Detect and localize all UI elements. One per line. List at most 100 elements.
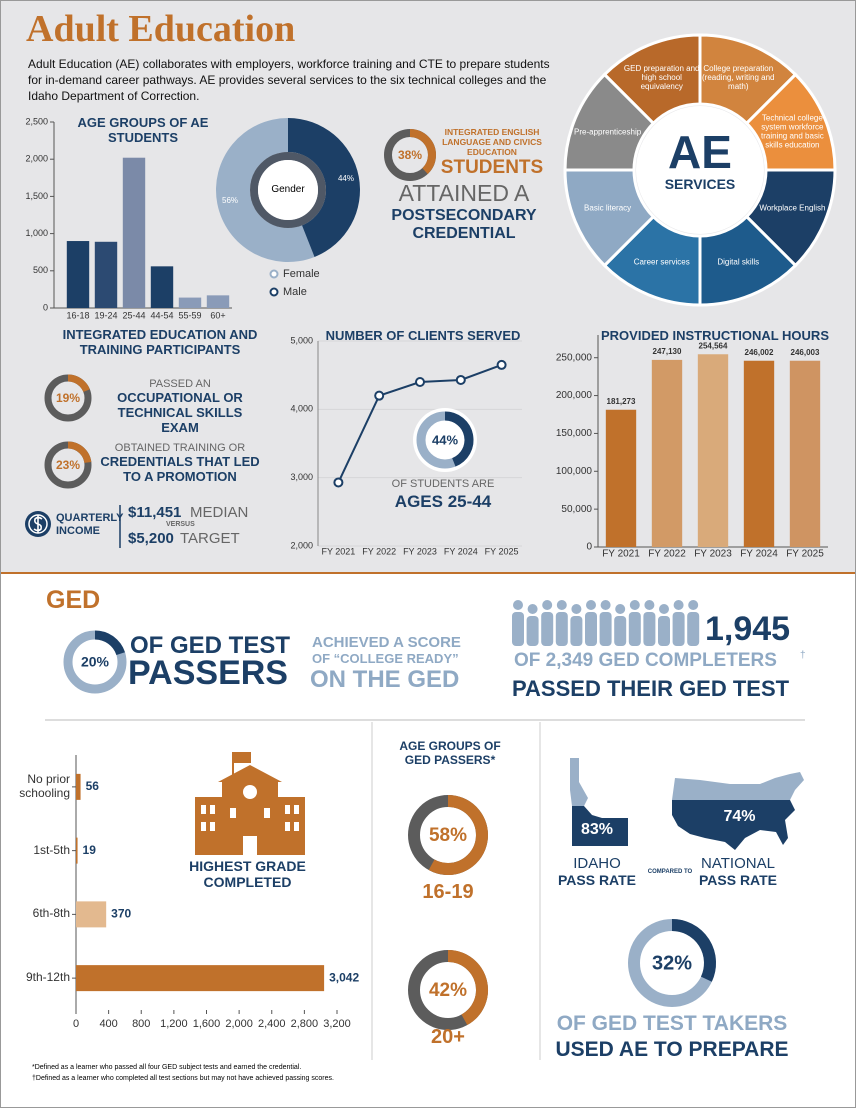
person-icon — [614, 616, 627, 646]
x-tick-label: 2,800 — [291, 1018, 319, 1030]
x-tick-label: 800 — [132, 1018, 150, 1030]
caption: PASS RATE — [698, 872, 778, 888]
ring-label: 23% — [56, 458, 80, 472]
legend-marker — [269, 269, 279, 279]
x-tick-label: 1,600 — [193, 1018, 221, 1030]
person-icon — [672, 612, 685, 646]
person-icon — [555, 612, 568, 646]
wheel-subtitle: SERVICES — [664, 176, 736, 192]
y-tick-label: 1st-5th — [33, 842, 70, 857]
x-tick-label: FY 2022 — [648, 549, 686, 560]
y-tick-label: 150,000 — [556, 428, 593, 439]
point — [455, 374, 466, 385]
y-tick-label: No prior schooling — [19, 772, 70, 800]
chart-title: AGE GROUPS OF GED PASSERS* — [399, 739, 501, 767]
point — [415, 377, 425, 387]
ring-arc — [67, 374, 90, 393]
ring-label: 32% — [652, 952, 692, 974]
value-label: 19 — [83, 843, 97, 857]
y-tick-label: 50,000 — [561, 504, 592, 515]
map-value: 74% — [723, 808, 756, 825]
y-tick-label: 200,000 — [556, 390, 593, 401]
ring-label: 19% — [56, 391, 80, 405]
income-label: VERSUS — [166, 521, 195, 528]
ring-label: 38% — [398, 148, 422, 162]
ring-label: 58% — [429, 825, 467, 846]
y-tick-label: 1,500 — [25, 191, 48, 201]
pie-slice — [215, 118, 315, 262]
x-tick-label: FY 2021 — [602, 549, 640, 560]
caption: OBTAINED TRAINING OR — [114, 442, 246, 454]
ring-arc — [447, 950, 488, 1026]
y-tick-label: 500 — [33, 265, 48, 275]
person-icon — [541, 612, 554, 646]
ring-arc — [444, 411, 474, 467]
bar — [94, 241, 118, 308]
person-icon — [658, 616, 670, 646]
headline: PASSED THEIR GED TEST — [512, 676, 790, 701]
intro: Adult Education (AE) collaborates with e… — [28, 57, 550, 104]
caption: POSTSECONDARY CREDENTIAL — [391, 207, 537, 243]
x-tick-label: 60+ — [210, 310, 225, 320]
x-tick-label: FY 2021 — [321, 546, 355, 556]
headline: OF GED TEST — [130, 632, 291, 659]
person-icon — [513, 600, 523, 610]
chart-title: PROVIDED INSTRUCTIONAL HOURS — [601, 328, 829, 343]
x-tick-label: 1,200 — [160, 1018, 188, 1030]
person-icon — [571, 604, 582, 614]
schoolhouse-icon — [195, 752, 305, 855]
footnote: †Defined as a learner who completed all … — [32, 1075, 334, 1082]
bar — [789, 360, 821, 547]
dollar-icon — [25, 511, 51, 537]
y-tick-label: 0 — [586, 542, 592, 553]
ring-arc — [94, 630, 125, 656]
caption: PASSED AN — [149, 378, 211, 390]
headline: ON THE GED — [310, 666, 460, 693]
caption: AGES 25-44 — [394, 492, 492, 511]
ring-arc — [428, 795, 488, 875]
bar — [743, 360, 775, 547]
caption: PASS RATE — [557, 872, 637, 888]
person-icon — [585, 612, 597, 646]
y-tick-label: 2,000 — [25, 154, 48, 164]
person-icon — [644, 600, 655, 610]
page-title: Adult Education — [26, 8, 296, 50]
x-tick-label: 19-24 — [94, 310, 117, 320]
bar — [178, 297, 202, 308]
headline: PASSERS — [128, 654, 288, 692]
person-icon — [599, 612, 612, 646]
section-heading: GED — [46, 586, 101, 614]
point — [333, 477, 344, 488]
ring-label: 42% — [429, 980, 467, 1001]
y-tick-label: 250,000 — [556, 352, 593, 363]
service-label: Pre-apprenticeship — [574, 127, 642, 137]
income-value: $11,451 — [128, 504, 182, 521]
x-tick-label: 0 — [73, 1018, 79, 1030]
bar — [76, 901, 107, 928]
service-label: Basic literacy — [584, 203, 632, 213]
person-icon — [527, 604, 538, 614]
bar — [76, 965, 325, 992]
chart-title: AGE GROUPS OF AE STUDENTS — [77, 115, 209, 145]
point — [496, 359, 507, 370]
bar — [76, 837, 78, 864]
x-tick-label: 16-18 — [66, 310, 89, 320]
caption: STUDENTS — [440, 157, 544, 178]
ring-label: 44% — [432, 432, 458, 447]
footnote: *Defined as a learner who passed all fou… — [32, 1064, 302, 1071]
value-label: 246,002 — [745, 348, 774, 357]
ring-label: 20% — [81, 654, 110, 670]
caption: ATTAINED A — [398, 180, 530, 206]
chart-title: HIGHEST GRADE COMPLETED — [189, 858, 306, 891]
x-tick-label: 2,400 — [258, 1018, 286, 1030]
bar — [605, 409, 637, 547]
service-segment — [563, 72, 656, 172]
bar — [150, 266, 174, 308]
x-tick-label: FY 2023 — [694, 549, 732, 560]
bar — [697, 354, 729, 547]
value-label: 247,130 — [653, 347, 682, 356]
person-icon — [526, 616, 539, 646]
x-tick-label: FY 2022 — [362, 546, 396, 556]
caption: NATIONAL — [701, 855, 775, 872]
